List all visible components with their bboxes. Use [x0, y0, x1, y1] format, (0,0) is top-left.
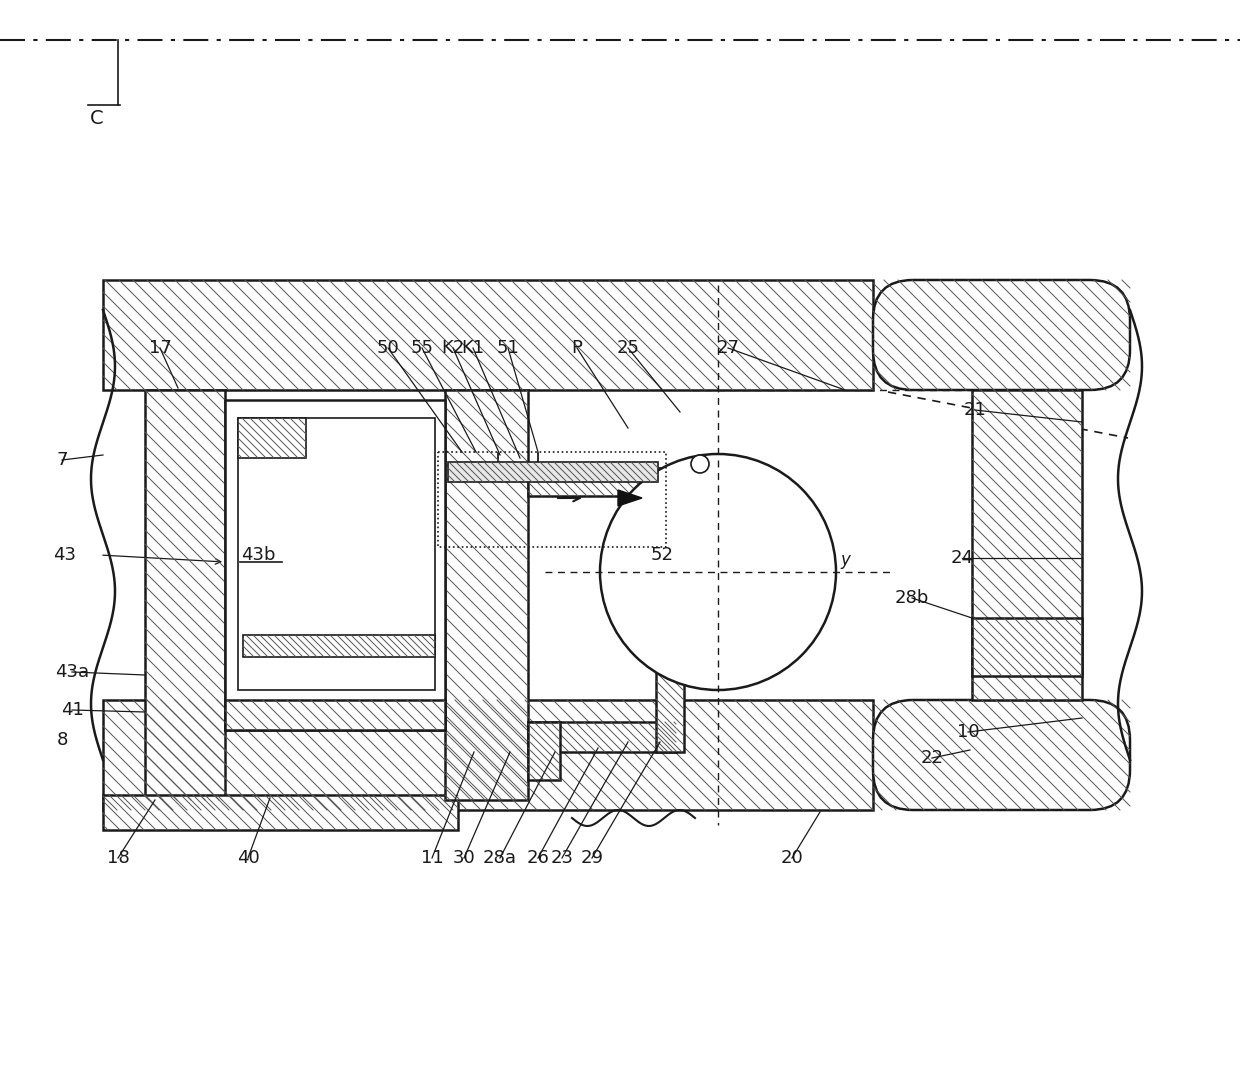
- Bar: [656, 468, 684, 752]
- Bar: [224, 400, 445, 730]
- Bar: [103, 279, 873, 390]
- Bar: [103, 795, 458, 830]
- Text: 43: 43: [53, 546, 77, 564]
- Text: y: y: [839, 551, 849, 569]
- Bar: [238, 418, 306, 457]
- Text: 11: 11: [420, 849, 444, 868]
- Bar: [445, 390, 528, 800]
- Text: 27: 27: [717, 339, 739, 357]
- Text: 29: 29: [580, 849, 604, 868]
- Circle shape: [691, 455, 709, 473]
- FancyBboxPatch shape: [873, 279, 1130, 390]
- Bar: [528, 722, 560, 780]
- Text: 18: 18: [107, 849, 129, 868]
- Text: 10: 10: [957, 723, 980, 741]
- Text: 22: 22: [920, 749, 944, 767]
- Text: 30: 30: [453, 849, 475, 868]
- Bar: [972, 390, 1083, 700]
- Text: 21: 21: [963, 401, 987, 419]
- Text: 55: 55: [410, 339, 434, 357]
- Text: 28a: 28a: [484, 849, 517, 868]
- Bar: [238, 418, 435, 689]
- Text: 40: 40: [237, 849, 259, 868]
- Bar: [243, 636, 435, 657]
- Text: 41: 41: [61, 701, 83, 719]
- Circle shape: [600, 454, 836, 689]
- Text: K1: K1: [461, 339, 485, 357]
- Bar: [145, 390, 224, 800]
- Bar: [528, 468, 676, 496]
- Text: K2: K2: [441, 339, 465, 357]
- Bar: [224, 700, 445, 730]
- Bar: [448, 462, 658, 482]
- Bar: [528, 722, 676, 752]
- Text: P: P: [572, 339, 583, 357]
- Text: C: C: [91, 109, 104, 127]
- Text: 51: 51: [496, 339, 520, 357]
- Bar: [103, 700, 873, 810]
- Text: 23: 23: [551, 849, 573, 868]
- Polygon shape: [618, 490, 642, 506]
- Text: 24: 24: [951, 549, 973, 566]
- Text: 8: 8: [56, 730, 68, 749]
- Text: 20: 20: [781, 849, 804, 868]
- Text: 28b: 28b: [895, 589, 929, 607]
- Text: 7: 7: [56, 451, 68, 469]
- Text: 26: 26: [527, 849, 549, 868]
- Text: 52: 52: [651, 546, 673, 564]
- Text: 25: 25: [616, 339, 640, 357]
- Text: 17: 17: [149, 339, 171, 357]
- FancyBboxPatch shape: [873, 700, 1130, 810]
- Text: 50: 50: [377, 339, 399, 357]
- Text: 43a: 43a: [55, 663, 89, 681]
- Text: 43b: 43b: [241, 546, 275, 564]
- Bar: [438, 452, 666, 547]
- Bar: [972, 618, 1083, 677]
